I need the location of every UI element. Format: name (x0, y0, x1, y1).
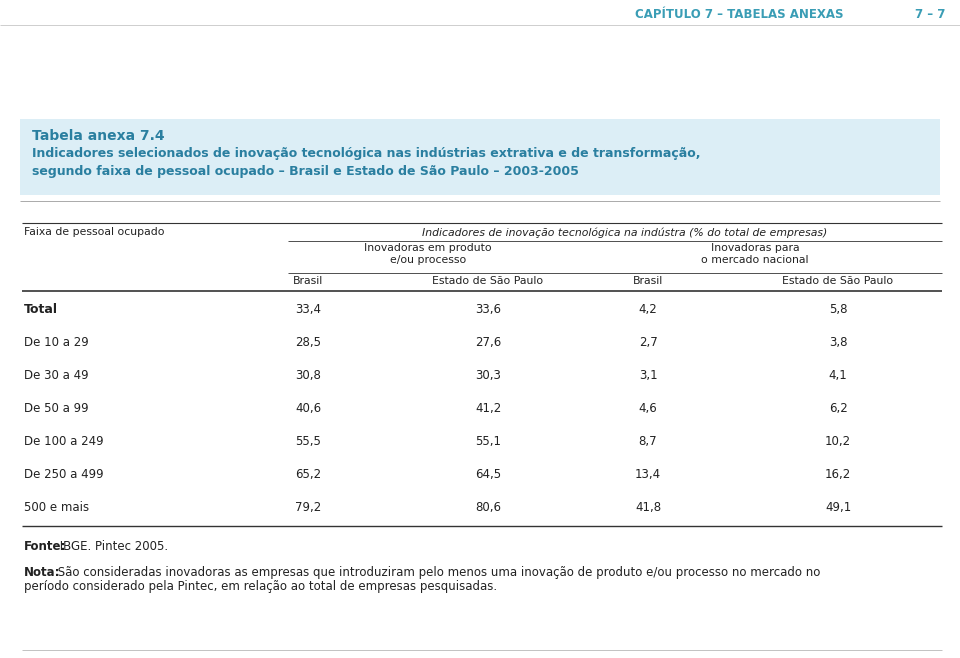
Text: 27,6: 27,6 (475, 336, 501, 349)
Text: 41,2: 41,2 (475, 401, 501, 415)
Text: Total: Total (24, 303, 58, 316)
Text: 28,5: 28,5 (295, 336, 321, 349)
Text: 64,5: 64,5 (475, 468, 501, 480)
Text: Indicadores de inovação tecnológica na indústra (% do total de empresas): Indicadores de inovação tecnológica na i… (422, 227, 828, 238)
Text: Indicadores selecionados de inovação tecnológica nas indústrias extrativa e de t: Indicadores selecionados de inovação tec… (32, 147, 701, 160)
Text: São consideradas inovadoras as empresas que introduziram pelo menos uma inovação: São consideradas inovadoras as empresas … (54, 566, 821, 579)
Text: Inovadoras em produto: Inovadoras em produto (364, 243, 492, 253)
Text: De 100 a 249: De 100 a 249 (24, 435, 104, 447)
Text: 500 e mais: 500 e mais (24, 501, 89, 514)
Text: 4,6: 4,6 (638, 401, 658, 415)
Text: e/ou processo: e/ou processo (390, 255, 467, 265)
Text: 8,7: 8,7 (638, 435, 658, 447)
Text: 79,2: 79,2 (295, 501, 322, 514)
Text: 80,6: 80,6 (475, 501, 501, 514)
Text: 7 – 7: 7 – 7 (915, 8, 945, 21)
Text: Inovadoras para: Inovadoras para (710, 243, 800, 253)
Text: IBGE. Pintec 2005.: IBGE. Pintec 2005. (56, 540, 168, 553)
Text: 33,4: 33,4 (295, 303, 321, 316)
Text: 4,1: 4,1 (828, 368, 848, 382)
Text: Estado de São Paulo: Estado de São Paulo (432, 276, 543, 286)
Text: 3,8: 3,8 (828, 336, 848, 349)
Text: segundo faixa de pessoal ocupado – Brasil e Estado de São Paulo – 2003-2005: segundo faixa de pessoal ocupado – Brasi… (32, 165, 579, 178)
Text: período considerado pela Pintec, em relação ao total de empresas pesquisadas.: período considerado pela Pintec, em rela… (24, 580, 497, 593)
Text: 10,2: 10,2 (825, 435, 852, 447)
Text: Tabela anexa 7.4: Tabela anexa 7.4 (32, 129, 164, 143)
Text: Nota:: Nota: (24, 566, 60, 579)
Text: Brasil: Brasil (633, 276, 663, 286)
Text: 41,8: 41,8 (635, 501, 661, 514)
Text: 40,6: 40,6 (295, 401, 321, 415)
Text: 49,1: 49,1 (825, 501, 852, 514)
Text: 2,7: 2,7 (638, 336, 658, 349)
Text: 55,1: 55,1 (475, 435, 501, 447)
Text: CAPÍTULO 7 – TABELAS ANEXAS: CAPÍTULO 7 – TABELAS ANEXAS (635, 8, 844, 21)
Text: Brasil: Brasil (293, 276, 324, 286)
Text: 55,5: 55,5 (295, 435, 321, 447)
Text: 33,6: 33,6 (475, 303, 501, 316)
Text: De 10 a 29: De 10 a 29 (24, 336, 88, 349)
Text: 30,8: 30,8 (295, 368, 321, 382)
Text: De 50 a 99: De 50 a 99 (24, 401, 88, 415)
Text: 3,1: 3,1 (638, 368, 658, 382)
Text: 13,4: 13,4 (635, 468, 661, 480)
Text: Faixa de pessoal ocupado: Faixa de pessoal ocupado (24, 227, 164, 237)
Text: De 250 a 499: De 250 a 499 (24, 468, 104, 480)
Text: 4,2: 4,2 (638, 303, 658, 316)
Text: 16,2: 16,2 (825, 468, 852, 480)
Text: Fonte:: Fonte: (24, 540, 66, 553)
Text: Estado de São Paulo: Estado de São Paulo (782, 276, 894, 286)
Text: o mercado nacional: o mercado nacional (701, 255, 808, 265)
Text: 65,2: 65,2 (295, 468, 321, 480)
FancyBboxPatch shape (20, 119, 940, 195)
Text: 5,8: 5,8 (828, 303, 848, 316)
Text: 6,2: 6,2 (828, 401, 848, 415)
Text: 30,3: 30,3 (475, 368, 501, 382)
Text: De 30 a 49: De 30 a 49 (24, 368, 88, 382)
